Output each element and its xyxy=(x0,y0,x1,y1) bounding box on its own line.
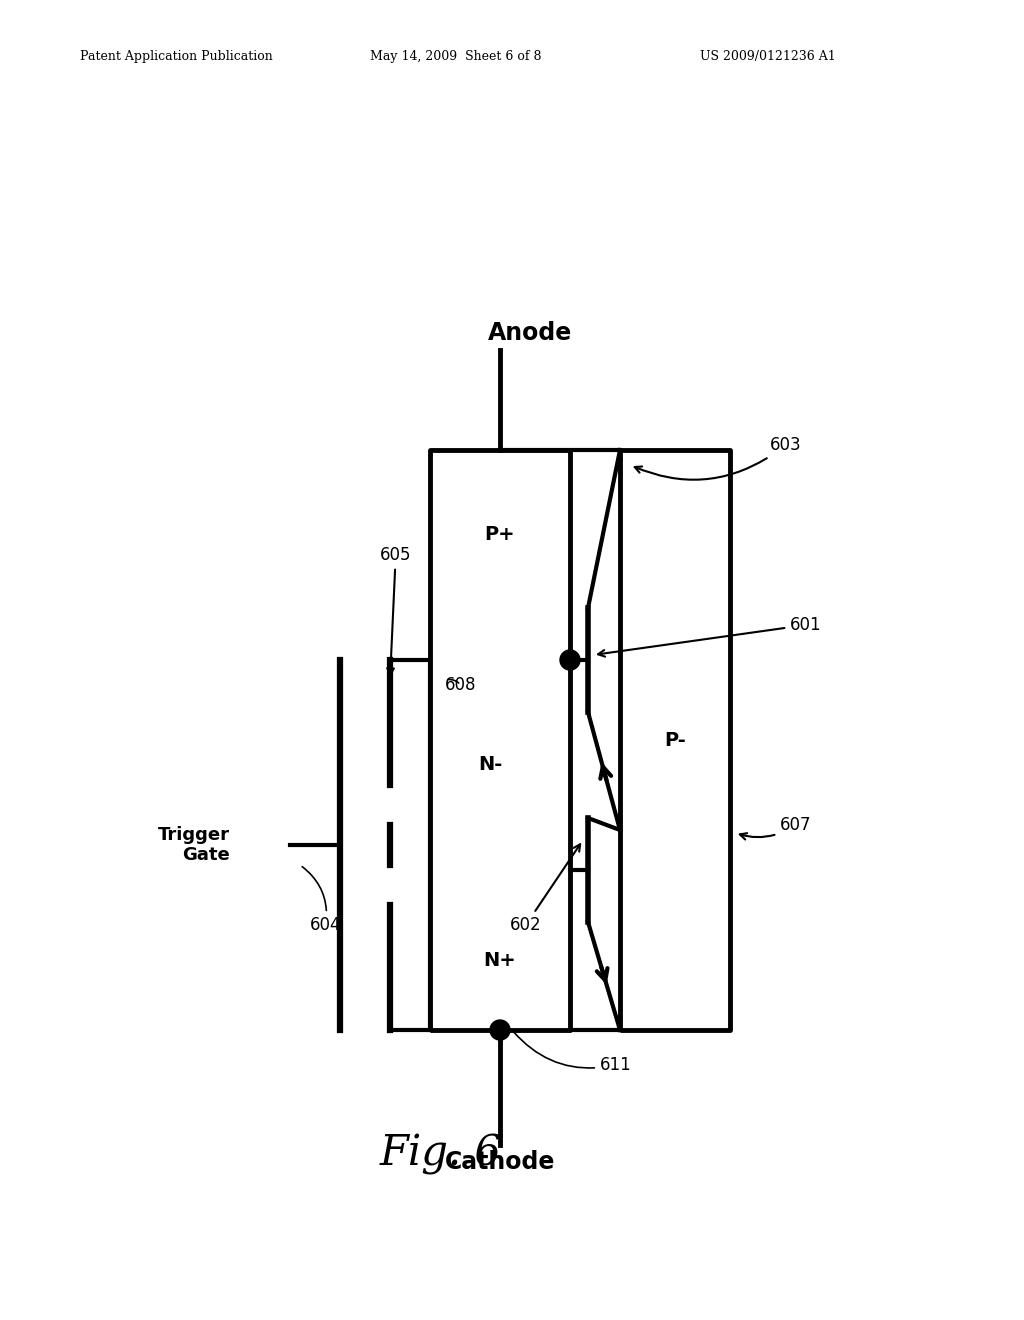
Text: Patent Application Publication: Patent Application Publication xyxy=(80,50,272,63)
Text: 604: 604 xyxy=(302,867,341,935)
Text: Trigger
Gate: Trigger Gate xyxy=(158,825,230,865)
Text: 601: 601 xyxy=(598,616,821,656)
Circle shape xyxy=(560,649,580,671)
Text: 603: 603 xyxy=(635,436,802,479)
Text: 602: 602 xyxy=(510,845,581,935)
Text: P-: P- xyxy=(665,730,686,750)
Text: N-: N- xyxy=(478,755,502,775)
Text: 605: 605 xyxy=(380,546,412,675)
Circle shape xyxy=(490,1020,510,1040)
Text: P+: P+ xyxy=(484,525,515,544)
Text: Cathode: Cathode xyxy=(444,1150,555,1173)
Text: Fig. 6: Fig. 6 xyxy=(380,1133,502,1175)
Text: Anode: Anode xyxy=(487,321,572,345)
Text: N+: N+ xyxy=(483,950,516,969)
Text: May 14, 2009  Sheet 6 of 8: May 14, 2009 Sheet 6 of 8 xyxy=(370,50,542,63)
Text: 608: 608 xyxy=(445,676,476,694)
Text: 611: 611 xyxy=(514,1032,632,1074)
Text: US 2009/0121236 A1: US 2009/0121236 A1 xyxy=(700,50,836,63)
Text: 607: 607 xyxy=(740,816,811,840)
